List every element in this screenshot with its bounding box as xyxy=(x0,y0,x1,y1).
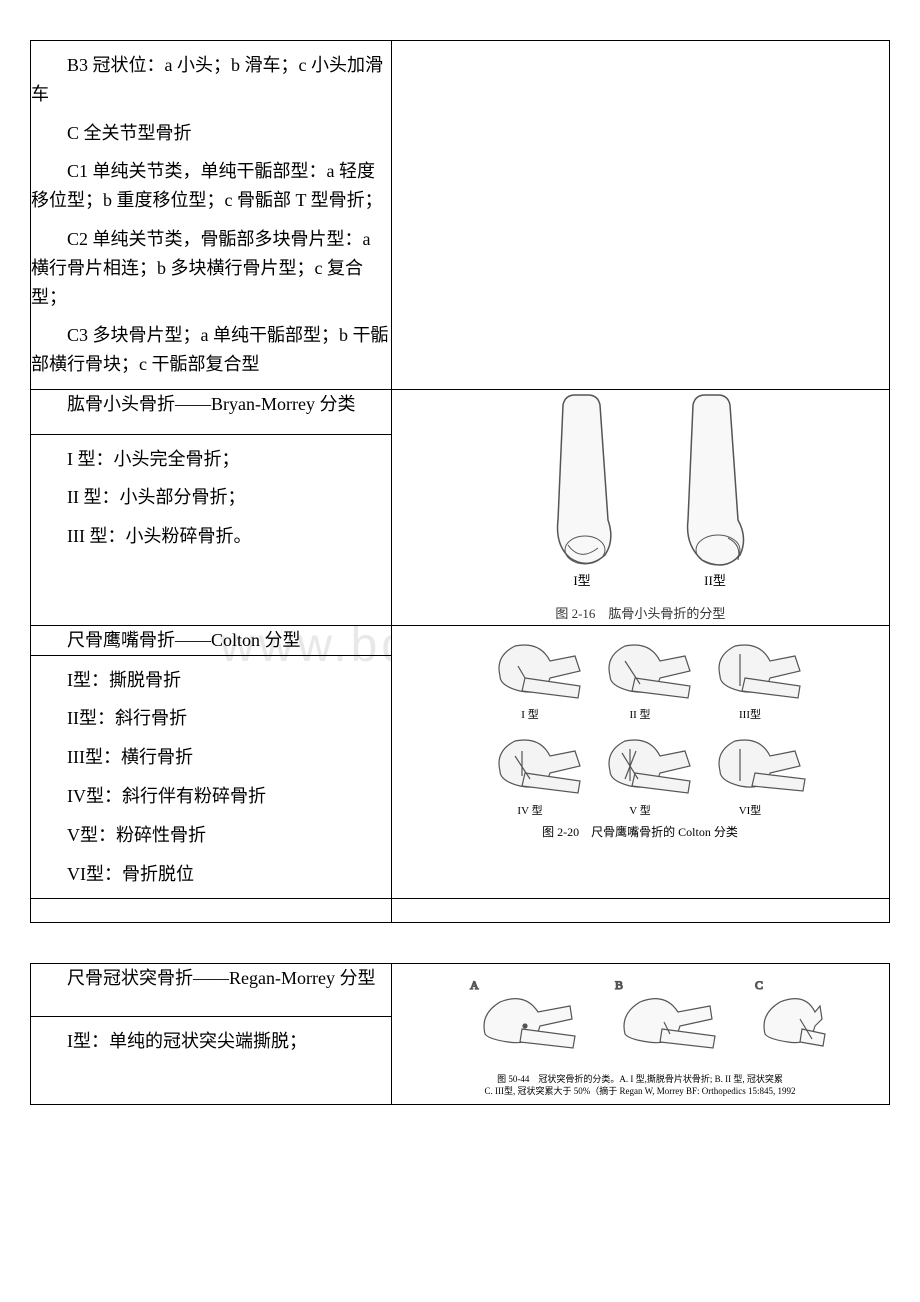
colton-type4: IV型：斜行伴有粉碎骨折 xyxy=(31,782,391,811)
colton-type2: II型：斜行骨折 xyxy=(31,704,391,733)
table-row: B3 冠状位：a 小头；b 滑车；c 小头加滑车 C 全关节型骨折 C1 单纯关… xyxy=(31,41,890,390)
bm-type2: II 型：小头部分骨折； xyxy=(31,483,391,512)
colton-type5: V型：粉碎性骨折 xyxy=(31,821,391,850)
fig-50-44-caption-2: C. III型, 冠状突累大于 50%（摘于 Regan W, Morrey B… xyxy=(485,1085,796,1096)
image-cell-section1 xyxy=(391,41,889,390)
colton-type3: III型：横行骨折 xyxy=(31,743,391,772)
bryan-morrey-image-cell: I型 II型 图 2-16 肱骨小头骨折的分型 xyxy=(391,389,889,625)
fig-2-20-caption: 图 2-20 尺骨鹰嘴骨折的 Colton 分类 xyxy=(543,824,739,839)
fig-50-44-caption-1: 图 50-44 冠状突骨折的分类。A. I 型,撕脱骨片状骨折; B. II 型… xyxy=(498,1073,784,1084)
colton-label-6: VI型 xyxy=(739,803,762,817)
empty-cell xyxy=(31,899,392,923)
rm-type1: I型：单纯的冠状突尖端撕脱； xyxy=(31,1027,391,1056)
colton-title-cell: 尺骨鹰嘴骨折——Colton 分型 xyxy=(31,625,392,655)
colton-type6: VI型：骨折脱位 xyxy=(31,860,391,889)
colton-type1: I型：撕脱骨折 xyxy=(31,666,391,695)
empty-cell xyxy=(391,899,889,923)
colton-label-4: IV 型 xyxy=(518,803,543,817)
rm-label-c: C xyxy=(755,978,763,992)
c1-text: C1 单纯关节类，单纯干骺部型：a 轻度移位型；b 重度移位型；c 骨骺部 T … xyxy=(31,157,391,215)
colton-image-cell: I 型 II 型 III型 xyxy=(391,625,889,899)
classification-table-1: B3 冠状位：a 小头；b 滑车；c 小头加滑车 C 全关节型骨折 C1 单纯关… xyxy=(30,40,890,923)
colton-title: 尺骨鹰嘴骨折——Colton 分型 xyxy=(31,626,391,655)
table-row-empty xyxy=(31,899,890,923)
b3-text: B3 冠状位：a 小头；b 滑车；c 小头加滑车 xyxy=(31,51,391,109)
fig-2-16-caption: 图 2-16 肱骨小头骨折的分型 xyxy=(392,604,889,625)
table-row: 肱骨小头骨折——Bryan-Morrey 分类 I型 xyxy=(31,389,890,434)
colton-label-1: I 型 xyxy=(522,707,539,721)
bryan-morrey-title-cell: 肱骨小头骨折——Bryan-Morrey 分类 xyxy=(31,389,392,434)
capitellum-fracture-diagram: I型 II型 xyxy=(470,390,810,600)
rm-label-b: B xyxy=(615,978,623,992)
regan-morrey-title: 尺骨冠状突骨折——Regan-Morrey 分型 xyxy=(31,964,391,993)
text-cell-section1: B3 冠状位：a 小头；b 滑车；c 小头加滑车 C 全关节型骨折 C1 单纯关… xyxy=(31,41,392,390)
regan-morrey-types-cell: I型：单纯的冠状突尖端撕脱； xyxy=(31,1017,392,1105)
table-row: 尺骨冠状突骨折——Regan-Morrey 分型 A xyxy=(31,964,890,1017)
colton-label-2: II 型 xyxy=(630,707,651,721)
c2-text: C2 单纯关节类，骨骺部多块骨片型：a 横行骨片相连；b 多块横行骨片型；c 复… xyxy=(31,225,391,311)
classification-table-2: 尺骨冠状突骨折——Regan-Morrey 分型 A xyxy=(30,963,890,1105)
bm-type3: III 型：小头粉碎骨折。 xyxy=(31,522,391,551)
fig-label-ii: II型 xyxy=(705,573,727,588)
rm-label-a: A xyxy=(470,978,479,992)
c3-text: C3 多块骨片型；a 单纯干骺部型；b 干骺部横行骨块；c 干骺部复合型 xyxy=(31,321,391,379)
colton-label-3: III型 xyxy=(739,707,761,721)
bryan-morrey-types-cell: I 型：小头完全骨折； II 型：小头部分骨折； III 型：小头粉碎骨折。 xyxy=(31,434,392,625)
colton-label-5: V 型 xyxy=(630,803,652,817)
olecranon-fracture-diagram: I 型 II 型 III型 xyxy=(460,626,820,846)
fig-label-i: I型 xyxy=(574,573,591,588)
colton-types-cell: I型：撕脱骨折 II型：斜行骨折 III型：横行骨折 IV型：斜行伴有粉碎骨折 … xyxy=(31,655,392,899)
table-row: 尺骨鹰嘴骨折——Colton 分型 xyxy=(31,625,890,655)
coronoid-fracture-diagram: A B xyxy=(450,964,830,1104)
regan-morrey-image-cell: A B xyxy=(391,964,889,1105)
bm-type1: I 型：小头完全骨折； xyxy=(31,445,391,474)
regan-morrey-title-cell: 尺骨冠状突骨折——Regan-Morrey 分型 xyxy=(31,964,392,1017)
c-title-text: C 全关节型骨折 xyxy=(31,119,391,148)
bryan-morrey-title: 肱骨小头骨折——Bryan-Morrey 分类 xyxy=(31,390,391,419)
